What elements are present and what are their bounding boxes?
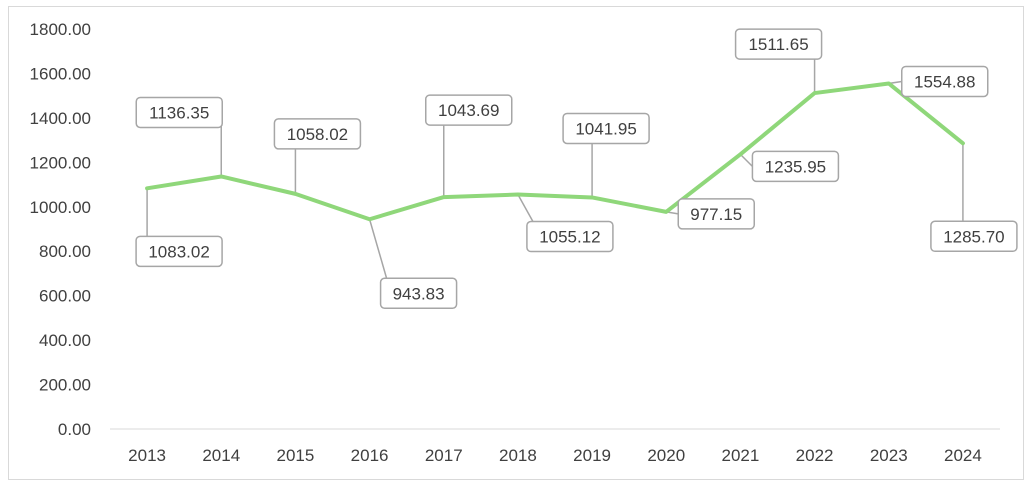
data-label: 1058.02: [287, 125, 348, 144]
data-label: 1041.95: [575, 119, 636, 138]
x-tick-label: 2020: [647, 446, 685, 465]
data-label: 1043.69: [438, 101, 499, 120]
data-label-box: [425, 94, 513, 126]
data-label: 1511.65: [748, 35, 808, 54]
data-label-box: [135, 96, 223, 129]
x-tick-label: 2015: [277, 446, 315, 465]
y-tick-label: 0.00: [58, 420, 91, 439]
data-label-box: [273, 118, 362, 150]
x-axis: 2013 2014 2015 2016 2017 2018 2019 2020 2021 2022…: [128, 446, 982, 465]
data-label-box: [379, 277, 458, 310]
x-tick-label: 2018: [499, 446, 537, 465]
data-label-box: [677, 198, 755, 230]
y-axis: 0.00 200.00 400.00 600.00 800.00 1000.00 1200.…: [30, 20, 91, 439]
x-tick-label: 2024: [944, 446, 982, 465]
y-tick-label: 1600.00: [30, 64, 91, 83]
data-label: 1136.35: [149, 103, 209, 122]
y-tick-label: 1800.00: [30, 20, 91, 39]
y-tick-label: 1000.00: [30, 198, 91, 217]
data-label-box: [901, 65, 989, 98]
data-label: 977.15: [690, 205, 742, 224]
data-label: 943.83: [393, 284, 445, 303]
leader-line: [517, 194, 534, 222]
series-line: [145, 81, 965, 222]
y-tick-label: 1400.00: [30, 109, 91, 128]
x-tick-label: 2016: [351, 446, 389, 465]
x-tick-label: 2022: [796, 446, 834, 465]
data-labels: 1083.02 1136.35 1058.02 943.83 1043.69 1055.1…: [135, 28, 1018, 310]
leader-line: [368, 219, 388, 279]
y-tick-label: 800.00: [39, 242, 91, 261]
data-label-box: [526, 220, 614, 253]
x-tick-label: 2019: [573, 446, 611, 465]
data-label: 1055.12: [539, 228, 600, 247]
data-label: 1235.95: [765, 157, 826, 176]
x-tick-label: 2013: [128, 446, 166, 465]
y-tick-label: 1200.00: [30, 153, 91, 172]
data-label-box: [135, 235, 223, 268]
data-label-box: [930, 220, 1018, 253]
y-tick-label: 400.00: [39, 331, 91, 350]
data-label-box: [734, 28, 823, 60]
x-tick-label: 2017: [425, 446, 463, 465]
x-tick-label: 2014: [202, 446, 240, 465]
leader-line: [739, 153, 753, 167]
data-label: 1285.70: [943, 227, 1004, 246]
x-tick-label: 2023: [870, 446, 908, 465]
y-tick-label: 600.00: [39, 287, 91, 306]
data-label: 1083.02: [148, 242, 209, 261]
x-tick-label: 2021: [722, 446, 760, 465]
data-label-box: [562, 112, 650, 145]
y-tick-label: 200.00: [39, 376, 91, 395]
data-label: 1554.88: [914, 72, 975, 91]
data-label-box: [751, 150, 840, 183]
